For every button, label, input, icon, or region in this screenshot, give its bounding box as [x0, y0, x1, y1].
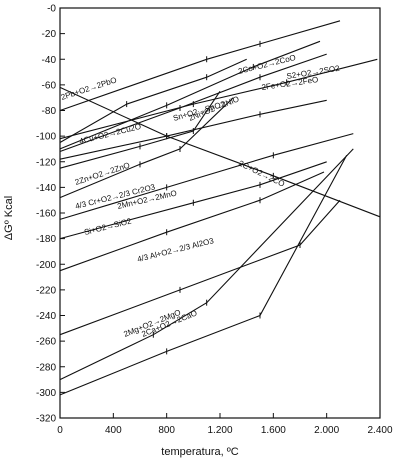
- y-axis: -0 -20 -40 -60 -80 -100 -120 -140 -160 -180 -200 -2…: [36, 4, 65, 425]
- y-tick-label: -40: [42, 55, 57, 66]
- series-line-5: [59, 99, 327, 160]
- series-line-4: [59, 58, 378, 140]
- x-axis-label: temperatura, ºC: [161, 446, 238, 458]
- reaction-label: 2Pb+O2→2PbO: [60, 75, 118, 101]
- reaction-label: 4/3 Al+O2→2/3 Al2O3: [136, 236, 215, 264]
- y-tick-label: -100: [36, 132, 56, 143]
- series-line-9: [59, 161, 327, 240]
- y-tick-label: -240: [36, 311, 56, 322]
- series-line-3: [59, 53, 327, 153]
- series-line-7: [59, 97, 234, 199]
- series-line-0: [59, 20, 341, 112]
- y-tick-label: -60: [42, 80, 57, 91]
- y-tick-label: -300: [36, 388, 56, 399]
- x-tick-label: 400: [105, 425, 122, 436]
- y-tick-label: -160: [36, 209, 56, 220]
- series-line-10: [59, 171, 325, 272]
- y-axis-label: ΔGº Kcal: [3, 196, 15, 240]
- x-axis: 0 400 800 1.200 1.600 2.000 2.400: [57, 413, 393, 436]
- y-tick-label: -120: [36, 157, 56, 168]
- reaction-label: Si+O2→SiO2: [83, 216, 133, 237]
- x-tick-label: 0: [57, 425, 63, 436]
- reaction-label: 2Zn+O2→2ZnO: [74, 161, 131, 187]
- series-line-8: [59, 133, 354, 220]
- y-tick-label: -180: [36, 234, 56, 245]
- y-tick-label: -140: [36, 183, 56, 194]
- series-line-1: [59, 58, 247, 143]
- y-tick-label: -220: [36, 285, 56, 296]
- y-tick-label: -200: [36, 260, 56, 271]
- x-tick-label: 2.000: [314, 425, 339, 436]
- y-tick-label: -260: [36, 337, 56, 348]
- y-tick-label: -80: [42, 106, 57, 117]
- x-tick-label: 800: [158, 425, 175, 436]
- series-line-2: [59, 40, 321, 150]
- series-lines: [59, 20, 381, 396]
- series-line-14: [59, 155, 348, 396]
- y-tick-label: -280: [36, 362, 56, 373]
- y-tick-label: -320: [36, 414, 56, 425]
- x-tick-label: 1.200: [207, 425, 232, 436]
- x-tick-label: 2.400: [367, 425, 392, 436]
- y-tick-label: -0: [47, 4, 56, 15]
- x-tick-label: 1.600: [261, 425, 286, 436]
- series-line-11: [59, 86, 381, 218]
- y-tick-label: -20: [42, 29, 57, 40]
- series-line-13: [59, 148, 354, 381]
